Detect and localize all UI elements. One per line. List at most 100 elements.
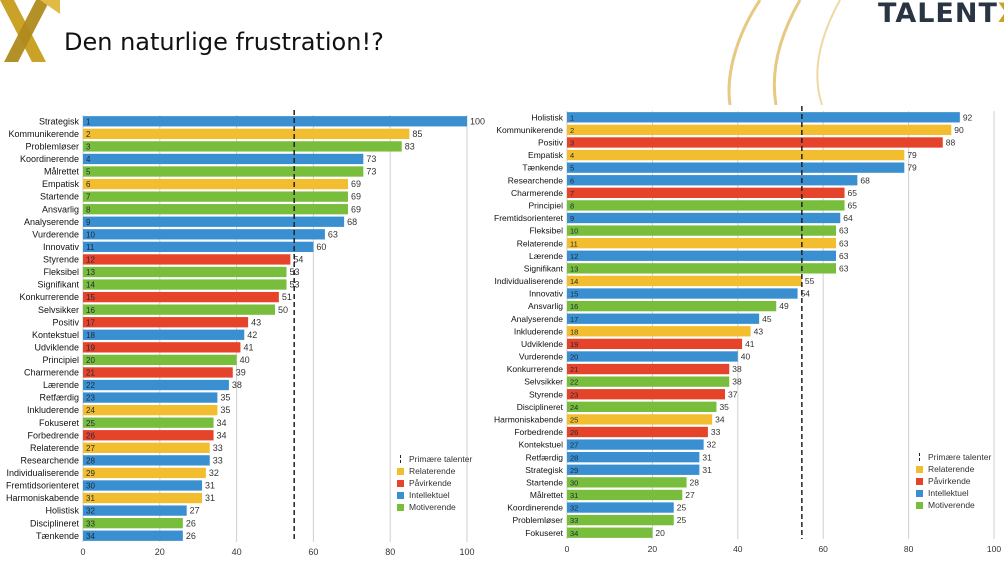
category-label: Inkluderende: [514, 326, 563, 336]
category-label: Fleksibel: [43, 267, 79, 277]
rank-label: 25: [570, 416, 578, 425]
value-label: 41: [243, 342, 253, 352]
category-label: Startende: [40, 192, 79, 202]
category-label: Researchende: [508, 175, 564, 185]
bar: [567, 426, 708, 438]
category-label: Vurderende: [32, 229, 79, 239]
category-label: Forbedrende: [514, 427, 563, 437]
bar: [567, 477, 687, 488]
category-label: Vurderende: [519, 352, 563, 362]
gold-x-logo-icon: [0, 0, 60, 62]
x-tick-label: 20: [648, 544, 658, 554]
bar: [567, 149, 905, 161]
rank-label: 34: [86, 532, 95, 541]
rank-label: 24: [86, 406, 95, 415]
category-label: Harmoniskabende: [494, 415, 563, 425]
x-tick-label: 60: [818, 544, 828, 554]
rank-label: 33: [86, 519, 95, 528]
bar: [83, 480, 203, 491]
rank-label: 18: [86, 331, 95, 340]
bar: [83, 128, 410, 139]
category-label: Analyserende: [24, 217, 79, 227]
legend-primary: Primære talenter: [916, 451, 991, 463]
category-label: Retfærdig: [526, 452, 564, 462]
slide-title: Den naturlige frustration!?: [64, 28, 384, 56]
x-tick-label: 60: [308, 547, 318, 557]
category-label: Selvsikker: [38, 305, 79, 315]
category-label: Positiv: [52, 317, 79, 327]
rank-label: 3: [86, 142, 91, 151]
category-label: Principiel: [529, 201, 564, 211]
bar: [83, 518, 183, 529]
rank-label: 9: [86, 218, 91, 227]
category-label: Kommunikerende: [496, 125, 563, 135]
bar: [567, 502, 674, 513]
value-label: 53: [290, 280, 300, 290]
value-label: 32: [209, 468, 219, 478]
bar: [83, 379, 229, 391]
bar: [83, 216, 345, 227]
rank-label: 28: [570, 453, 578, 462]
bar: [567, 187, 845, 198]
value-label: 33: [213, 443, 223, 453]
category-label: Charmerende: [24, 368, 79, 378]
legend-label: Påvirkende: [928, 476, 971, 486]
bar: [83, 279, 287, 290]
rank-label: 21: [570, 365, 578, 374]
legend-label: Motiverende: [409, 502, 456, 512]
bar: [83, 442, 210, 453]
rank-label: 30: [86, 482, 95, 491]
bar: [83, 329, 245, 340]
bar: [567, 313, 760, 324]
value-label: 25: [677, 503, 687, 513]
rank-label: 10: [570, 227, 578, 236]
rank-label: 28: [86, 456, 95, 465]
category-label: Udviklende: [34, 342, 79, 352]
bar: [83, 530, 183, 541]
x-tick-label: 0: [80, 547, 85, 557]
value-label: 55: [805, 276, 815, 286]
value-label: 35: [220, 405, 230, 415]
legend-label: Relaterende: [928, 464, 975, 474]
rank-label: 17: [570, 315, 578, 324]
category-label: Kontekstuel: [519, 440, 564, 450]
bar: [83, 367, 233, 378]
rank-label: 20: [570, 353, 578, 362]
value-label: 35: [220, 393, 230, 403]
bar: [567, 464, 700, 475]
category-label: Ansvarlig: [42, 204, 79, 214]
category-label: Koordinerende: [507, 503, 563, 513]
legend-label: Motiverende: [928, 500, 975, 510]
category-label: Empatisk: [528, 150, 564, 160]
rank-label: 19: [570, 340, 578, 349]
value-label: 20: [655, 528, 665, 538]
category-label: Strategisk: [525, 465, 564, 475]
legend-swatch: [916, 465, 923, 473]
bar: [567, 200, 845, 211]
value-label: 68: [347, 217, 357, 227]
category-label: Positiv: [538, 138, 564, 148]
category-label: Relaterende: [30, 443, 79, 453]
rank-label: 16: [570, 302, 578, 311]
value-label: 63: [839, 226, 849, 236]
value-label: 34: [217, 418, 227, 428]
rank-label: 10: [86, 230, 95, 239]
value-label: 49: [779, 301, 789, 311]
rank-label: 34: [570, 529, 578, 538]
category-label: Disciplineret: [517, 402, 564, 412]
category-label: Holistisk: [45, 506, 79, 516]
legend-swatch: [397, 503, 404, 511]
rank-label: 3: [570, 139, 574, 148]
bar: [83, 417, 214, 428]
bar: [83, 404, 218, 416]
bar: [567, 452, 700, 463]
legend-swatch: [397, 491, 404, 499]
x-tick-label: 40: [733, 544, 743, 554]
bar: [83, 141, 402, 152]
legend-primary: Primære talenter: [397, 453, 472, 465]
category-label: Fokuseret: [39, 418, 80, 428]
value-label: 65: [848, 188, 858, 198]
rank-label: 22: [86, 381, 95, 390]
rank-label: 13: [86, 268, 95, 277]
value-label: 26: [186, 531, 196, 541]
